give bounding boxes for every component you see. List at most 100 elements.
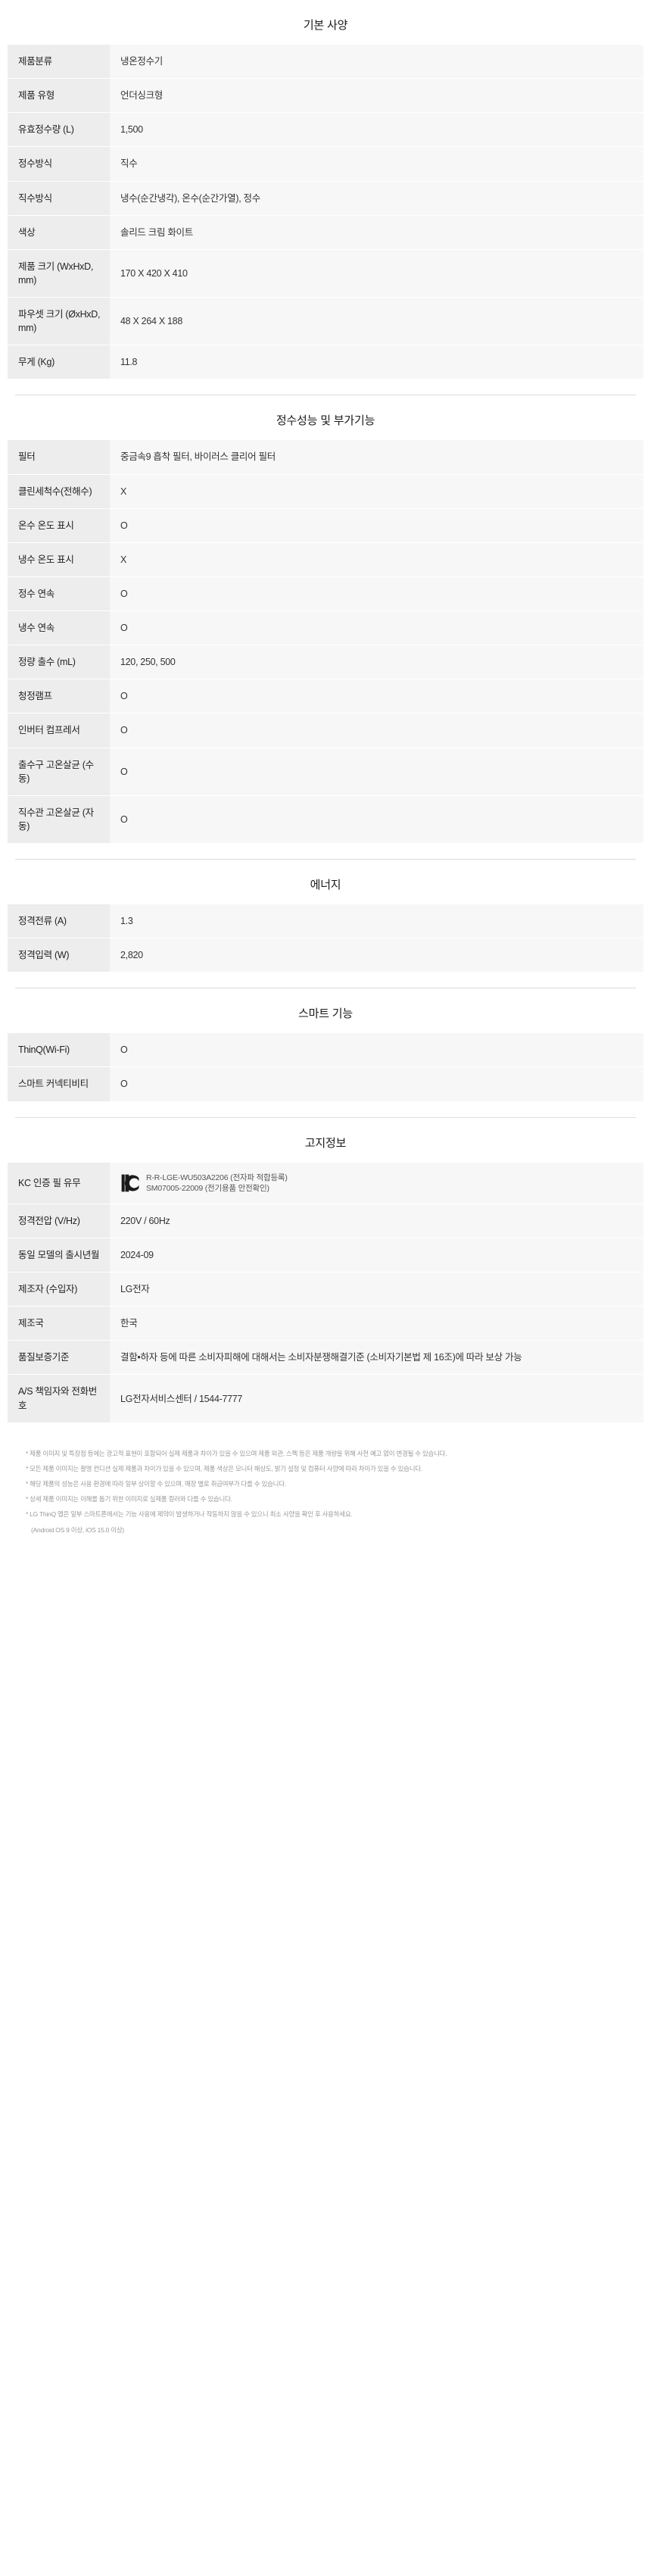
spec-label: 냉수 온도 표시 [8,542,110,577]
spec-label: 청정램프 [8,679,110,714]
spec-label: 정격전압 (V/Hz) [8,1204,110,1238]
section-title: 에너지 [310,879,341,891]
section-title: 기본 사양 [303,19,348,32]
section-title: 고지정보 [304,1136,347,1150]
spec-label: 정격입력 (W) [8,938,110,973]
spec-label: 정수 연속 [8,576,110,612]
spec-table: ThinQ(Wi-Fi) O 스마트 커넥티비티 O [8,1033,643,1101]
spec-value: O [110,1033,643,1068]
spec-label: 필터 [8,440,110,475]
spec-value: 냉수(순간냉각), 온수(순간가열), 정수 [110,181,643,216]
spec-value: R-R-LGE-WU503A2206 (전자파 적합등록) SM07005-220… [110,1162,643,1204]
kc-certification-mark-icon [120,1173,140,1193]
spec-label: A/S 책임자와 전화번호 [8,1374,110,1423]
table-row: 청정램프 O [8,679,643,714]
table-row: 정수방식 직수 [8,146,643,182]
spec-section: 스마트 기능 ThinQ(Wi-Fi) O 스마트 커넥티비티 O [0,988,651,1118]
table-row: 동일 모델의 출시년월 2024-09 [8,1238,643,1273]
spec-label: KC 인증 필 유무 [8,1162,110,1204]
table-row: 인버터 컴프레서 O [8,713,643,748]
spec-value: 1.3 [110,904,643,939]
footnote-item: * 해당 제품의 성능은 사용 환경에 따라 일부 상이할 수 있으며, 매장 … [26,1480,286,1488]
spec-value: 120, 250, 500 [110,645,643,680]
spec-label: 정격전류 (A) [8,904,110,939]
spec-section: 고지정보 KC 인증 필 유무 R-R-LGE-WU503A2206 (전자파 적합… [0,1118,651,1423]
spec-label: 품질보증기준 [8,1340,110,1375]
table-row: 클린세척수(전해수) X [8,474,643,509]
spec-value: 냉온정수기 [110,45,643,80]
spec-label: ThinQ(Wi-Fi) [8,1033,110,1068]
spec-value: O [110,748,643,796]
spec-label: 정량 출수 (mL) [8,645,110,680]
spec-value: O [110,679,643,714]
table-row: ThinQ(Wi-Fi) O [8,1033,643,1068]
spec-value: O [110,610,643,646]
spec-page: 기본 사양 제품분류 냉온정수기 제품 유형 언더싱크형 유효정수량 (L) 1,500 정수… [0,19,651,1534]
table-row: 정수 연속 O [8,576,643,612]
table-row: 색상 솔리드 크림 화이트 [8,215,643,250]
spec-label: 출수구 고온살균 (수동) [8,748,110,796]
spec-value: 솔리드 크림 화이트 [110,215,643,250]
spec-label: 동일 모델의 출시년월 [8,1238,110,1273]
spec-value: X [110,542,643,577]
spec-value: 220V / 60Hz [110,1204,643,1238]
kc-line-1: R-R-LGE-WU503A2206 (전자파 적합등록) [146,1172,288,1182]
table-row: 온수 온도 표시 O [8,508,643,543]
table-row: KC 인증 필 유무 R-R-LGE-WU503A2206 (전자파 적합등록) S… [8,1162,643,1204]
spec-label: 유효정수량 (L) [8,112,110,148]
spec-label: 제조국 [8,1306,110,1341]
footnote-item: * 제품 이미지 및 특장점 등에는 광고적 표현이 포함되어 실제 제품과 차… [26,1449,447,1457]
section-divider [15,1116,636,1118]
spec-label: 무게 (Kg) [8,345,110,379]
spec-value: 언더싱크형 [110,78,643,114]
spec-label: 제품분류 [8,45,110,80]
spec-label: 색상 [8,215,110,250]
spec-value: 한국 [110,1306,643,1341]
section-title: 스마트 기능 [298,1007,353,1021]
spec-label: 제품 크기 (WxHxD, mm) [8,249,110,298]
table-row: 정격전압 (V/Hz) 220V / 60Hz [8,1204,643,1238]
spec-value: 2,820 [110,938,643,973]
footnote-item: * LG ThinQ 앱은 일부 스마트폰에서는 기능 사용에 제약이 발생하거… [26,1510,353,1519]
table-row: 냉수 온도 표시 X [8,542,643,577]
table-row: 출수구 고온살균 (수동) O [8,748,643,796]
footnote-item: * 모든 제품 이미지는 촬영 컨디션 실제 제품과 차이가 있을 수 있으며,… [26,1464,422,1472]
footnote-item: * 상세 제품 이미지는 이해를 돕기 위한 이미지로 실제품 컬러와 다를 수… [26,1495,232,1503]
spec-label: 냉수 연속 [8,610,110,646]
table-row: 직수방식 냉수(순간냉각), 온수(순간가열), 정수 [8,181,643,216]
table-row: 필터 중금속9 흡착 필터, 바이러스 클리어 필터 [8,440,643,475]
table-row: 유효정수량 (L) 1,500 [8,112,643,148]
spec-value: O [110,795,643,844]
spec-value: 1,500 [110,112,643,148]
spec-value: 중금속9 흡착 필터, 바이러스 클리어 필터 [110,440,643,475]
spec-value: O [110,576,643,612]
table-row: 제품 크기 (WxHxD, mm) 170 X 420 X 410 [8,249,643,298]
spec-table: KC 인증 필 유무 R-R-LGE-WU503A2206 (전자파 적합등록) S… [8,1162,643,1423]
spec-label: 인버터 컴프레서 [8,713,110,748]
spec-label: 제조자 (수입자) [8,1272,110,1307]
spec-value: 직수 [110,146,643,182]
spec-label: 온수 온도 표시 [8,508,110,543]
spec-value: 결함•하자 등에 따른 소비자피해에 대해서는 소비자분쟁해결기준 (소비자기본… [110,1340,643,1375]
footnote-item: (Android OS 9 이상, iOS 15.0 이상) [31,1525,124,1534]
spec-value: O [110,508,643,543]
spec-label: 스마트 커넥티비티 [8,1066,110,1101]
table-row: 제품 유형 언더싱크형 [8,78,643,114]
spec-table: 필터 중금속9 흡착 필터, 바이러스 클리어 필터 클린세척수(전해수) X 온수 온… [8,440,643,844]
spec-value: 48 X 264 X 188 [110,297,643,346]
spec-label: 제품 유형 [8,78,110,114]
kc-text: R-R-LGE-WU503A2206 (전자파 적합등록) SM07005-220… [146,1172,288,1194]
spec-value: X [110,474,643,509]
table-row: 무게 (Kg) 11.8 [8,345,643,379]
spec-section: 정수성능 및 부가기능 필터 중금속9 흡착 필터, 바이러스 클리어 필터 클린세척… [0,395,651,860]
spec-value: O [110,713,643,748]
spec-value: 2024-09 [110,1238,643,1273]
table-row: 품질보증기준 결함•하자 등에 따른 소비자피해에 대해서는 소비자분쟁해결기준 … [8,1340,643,1375]
table-row: 스마트 커넥티비티 O [8,1066,643,1101]
spec-label: 클린세척수(전해수) [8,474,110,509]
spec-label: 파우셋 크기 (ØxHxD, mm) [8,297,110,346]
table-row: 파우셋 크기 (ØxHxD, mm) 48 X 264 X 188 [8,297,643,346]
spec-table: 정격전류 (A) 1.3 정격입력 (W) 2,820 [8,904,643,973]
spec-table: 제품분류 냉온정수기 제품 유형 언더싱크형 유효정수량 (L) 1,500 정수방식 직수 직… [8,45,643,379]
